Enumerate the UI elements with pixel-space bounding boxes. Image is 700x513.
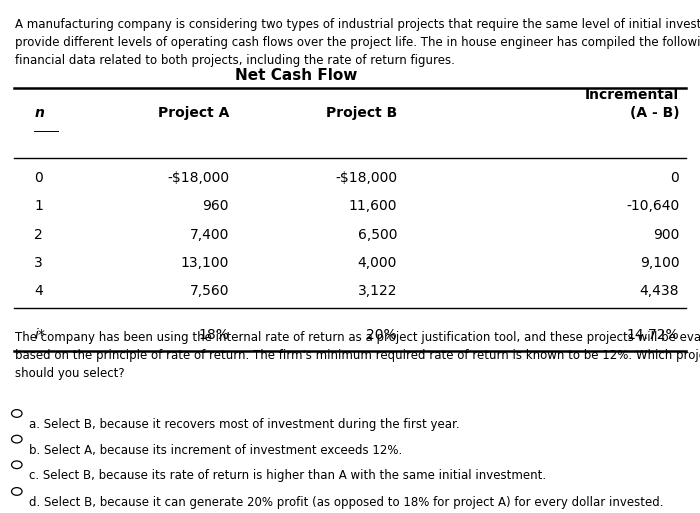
Text: Net Cash Flow: Net Cash Flow: [235, 68, 358, 83]
Text: 7,400: 7,400: [190, 228, 229, 242]
Text: 4: 4: [34, 284, 43, 298]
Text: 1: 1: [34, 200, 43, 213]
Text: 2: 2: [34, 228, 43, 242]
Text: A manufacturing company is considering two types of industrial projects that req: A manufacturing company is considering t…: [15, 18, 700, 67]
Text: 11,600: 11,600: [349, 200, 397, 213]
Text: 960: 960: [202, 200, 229, 213]
Text: a. Select B, because it recovers most of investment during the first year.: a. Select B, because it recovers most of…: [29, 418, 460, 431]
Text: 0: 0: [34, 171, 43, 185]
Text: 4,438: 4,438: [640, 284, 679, 298]
Text: -$18,000: -$18,000: [335, 171, 397, 185]
Text: 3: 3: [34, 256, 43, 270]
Text: 18%: 18%: [198, 328, 229, 342]
Text: n: n: [34, 106, 44, 120]
Text: 7,560: 7,560: [190, 284, 229, 298]
Text: Project B: Project B: [326, 106, 397, 120]
Text: Incremental
(A - B): Incremental (A - B): [585, 89, 679, 121]
Text: 6,500: 6,500: [358, 228, 397, 242]
Text: b. Select A, because its increment of investment exceeds 12%.: b. Select A, because its increment of in…: [29, 444, 402, 457]
Text: -10,640: -10,640: [626, 200, 679, 213]
Text: 9,100: 9,100: [640, 256, 679, 270]
Text: c. Select B, because its rate of return is higher than A with the same initial i: c. Select B, because its rate of return …: [29, 469, 547, 482]
Text: 900: 900: [653, 228, 679, 242]
Text: 13,100: 13,100: [181, 256, 229, 270]
Text: i*: i*: [34, 328, 45, 342]
Text: The company has been using the internal rate of return as a project justificatio: The company has been using the internal …: [15, 331, 700, 380]
Text: -$18,000: -$18,000: [167, 171, 229, 185]
Text: 3,122: 3,122: [358, 284, 397, 298]
Text: 0: 0: [671, 171, 679, 185]
Text: 14.72%: 14.72%: [626, 328, 679, 342]
Text: 4,000: 4,000: [358, 256, 397, 270]
Text: Project A: Project A: [158, 106, 229, 120]
Text: 20%: 20%: [366, 328, 397, 342]
Text: d. Select B, because it can generate 20% profit (as opposed to 18% for project A: d. Select B, because it can generate 20%…: [29, 496, 664, 509]
